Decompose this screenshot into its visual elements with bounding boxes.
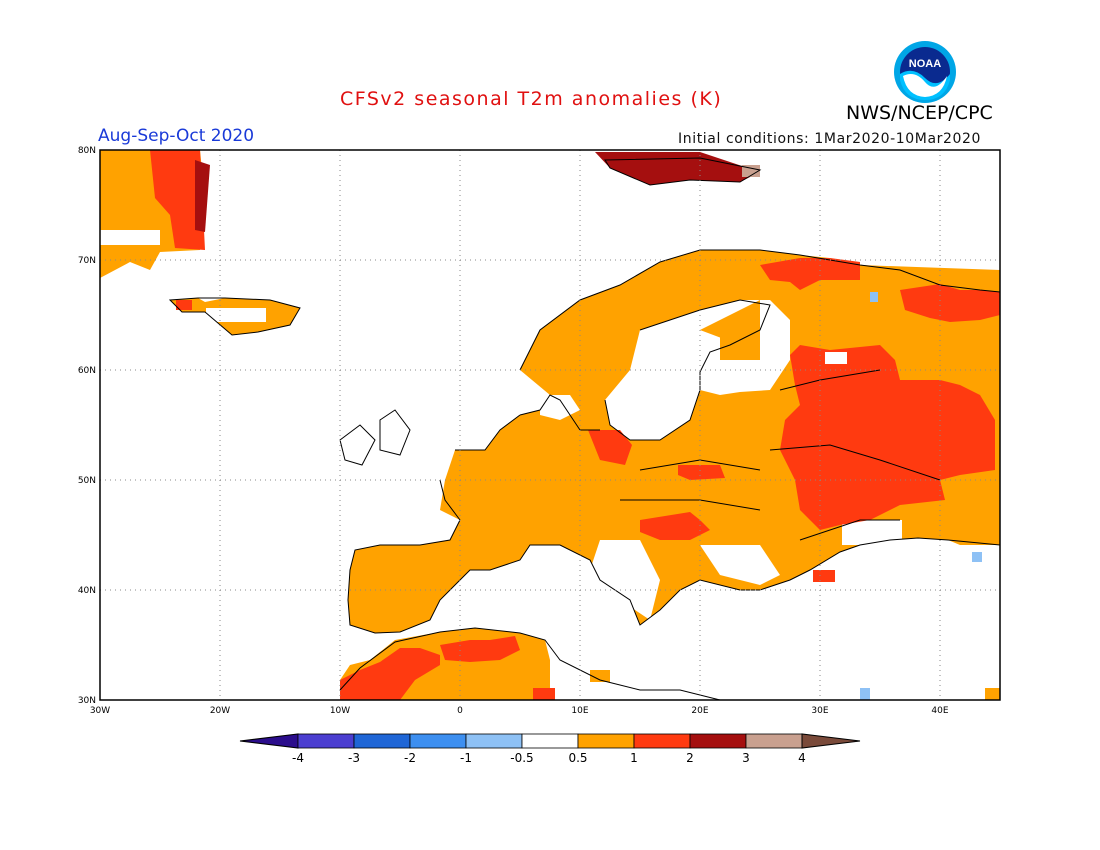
colorbar-swatch xyxy=(745,733,803,749)
colorbar-low-arrow xyxy=(239,733,299,749)
colorbar-swatch xyxy=(577,733,635,749)
colorbar-swatch xyxy=(689,733,747,749)
anomaly-map: 80N 70N 60N 50N 40N 30N 30W 20W 10W 0 10E 20E 30E 40… xyxy=(78,146,1001,716)
colorbar-label: 3 xyxy=(742,751,750,765)
colorbar-labels: -4 -3 -2 -1 -0.5 0.5 1 2 3 4 xyxy=(292,751,806,765)
lon-label: 10E xyxy=(571,706,588,716)
lat-label: 80N xyxy=(78,146,96,156)
colorbar-label: -3 xyxy=(348,751,360,765)
map-frame xyxy=(99,149,1001,701)
lon-label: 20E xyxy=(691,706,708,716)
lon-label: 10W xyxy=(330,706,350,716)
colorbar-swatch xyxy=(465,733,523,749)
colorbar-swatch xyxy=(633,733,691,749)
colorbar-swatch xyxy=(353,733,411,749)
colorbar-label: -4 xyxy=(292,751,304,765)
colorbar-swatch xyxy=(297,733,355,749)
colorbar-label: 0.5 xyxy=(568,751,587,765)
lat-label: 70N xyxy=(78,256,96,266)
colorbar-label: -0.5 xyxy=(510,751,533,765)
colorbar-swatch xyxy=(521,733,579,749)
lon-label: 40E xyxy=(931,706,948,716)
colorbar-label: 2 xyxy=(686,751,694,765)
noaa-logo xyxy=(893,40,957,104)
lat-label: 40N xyxy=(78,586,96,596)
lat-label: 50N xyxy=(78,476,96,486)
gridlines xyxy=(100,150,1000,700)
colorbar: -4 -3 -2 -1 -0.5 0.5 1 2 3 4 xyxy=(239,733,861,765)
anomaly-fields xyxy=(100,150,1000,700)
agency-label: NWS/NCEP/CPC xyxy=(846,102,993,124)
colorbar-high-arrow xyxy=(801,733,861,749)
colorbar-label: -1 xyxy=(460,751,472,765)
latitude-labels: 80N 70N 60N 50N 40N 30N xyxy=(78,146,96,706)
lon-label: 0 xyxy=(457,706,463,716)
colorbar-label: 4 xyxy=(798,751,806,765)
chart-title: CFSv2 seasonal T2m anomalies (K) xyxy=(340,88,723,110)
lon-label: 30E xyxy=(811,706,828,716)
lat-label: 60N xyxy=(78,366,96,376)
colorbar-label: -2 xyxy=(404,751,416,765)
initial-conditions-label: Initial conditions: 1Mar2020-10Mar2020 xyxy=(678,131,982,147)
colorbar-label: 1 xyxy=(630,751,638,765)
colorbar-swatch xyxy=(409,733,467,749)
lon-label: 20W xyxy=(210,706,230,716)
lon-label: 30W xyxy=(90,706,110,716)
colorbar-swatches xyxy=(239,733,861,749)
season-label: Aug-Sep-Oct 2020 xyxy=(98,126,255,146)
lat-label: 30N xyxy=(78,696,96,706)
longitude-labels: 30W 20W 10W 0 10E 20E 30E 40E xyxy=(90,706,949,716)
